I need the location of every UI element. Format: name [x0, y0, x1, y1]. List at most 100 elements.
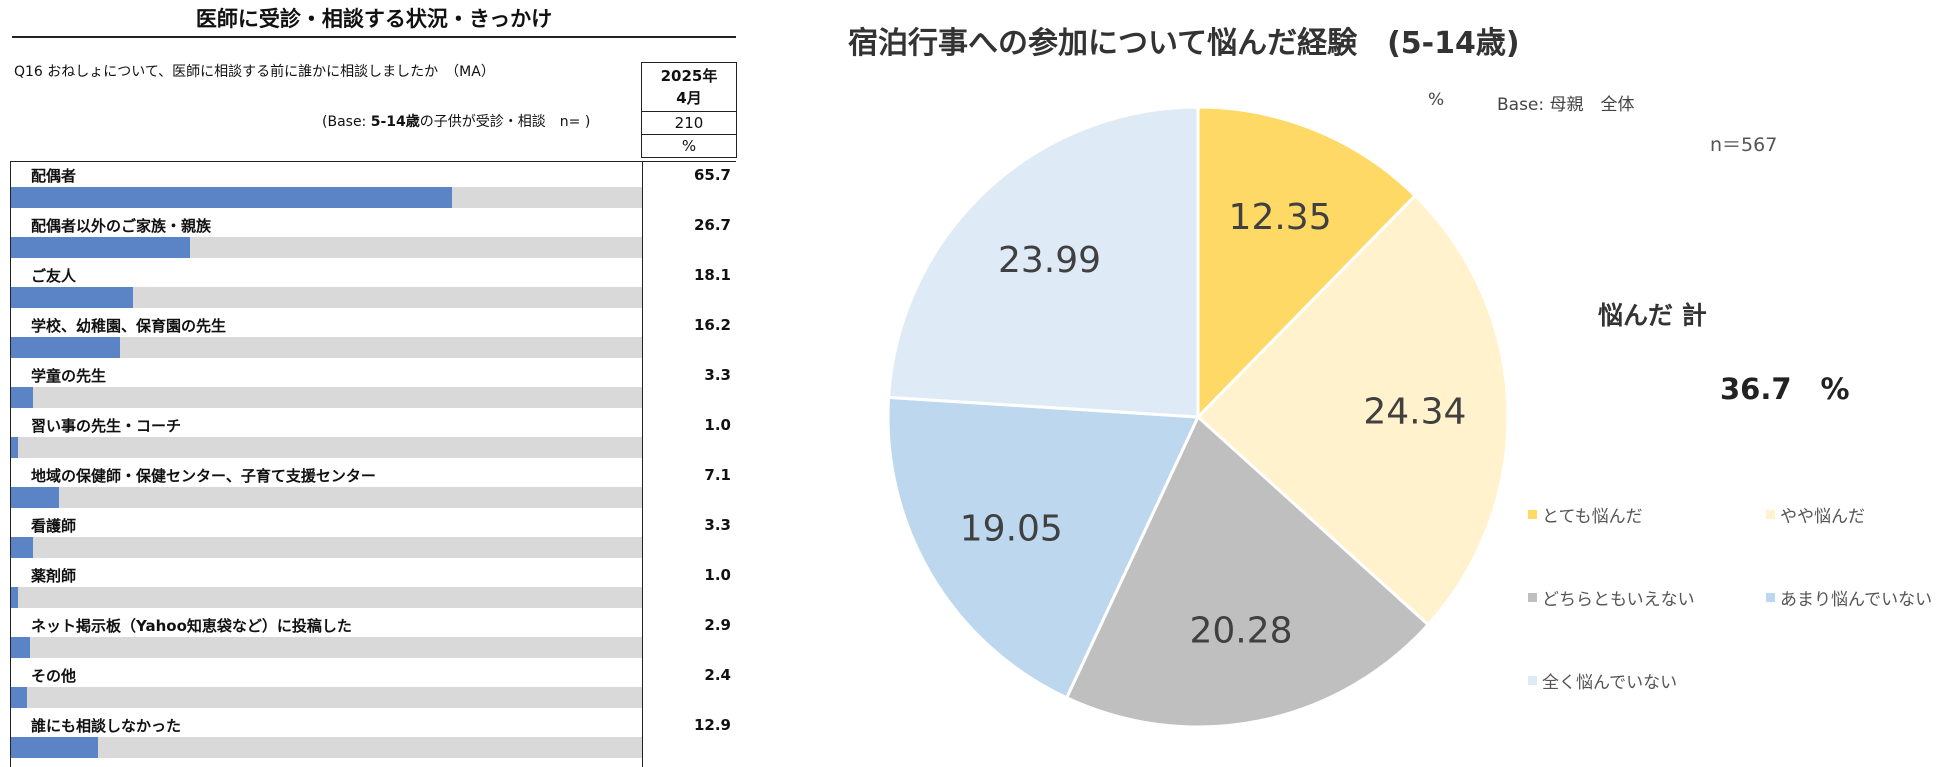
bar-track [11, 687, 642, 708]
table-row: 習い事の先生・コーチ 1.0 [11, 412, 736, 462]
value-label: 12.9 [693, 716, 731, 734]
slice-value-label: 20.28 [1189, 611, 1292, 652]
bar-track [11, 387, 642, 408]
bar-track [11, 437, 642, 458]
category-label: 習い事の先生・コーチ [31, 417, 182, 435]
bar-track [11, 587, 642, 608]
category-label: 学校、幼稚園、保育園の先生 [31, 317, 227, 335]
legend-item: あまり悩んでいない [1766, 585, 1932, 610]
table-row: その他 2.4 [11, 662, 736, 712]
summary-label: 悩んだ 計 [1598, 301, 1707, 330]
pie-chart: 12.35 24.34 20.28 19.05 23.99 [886, 105, 1510, 729]
panel-title: 医師に受診・相談する状況・きっかけ [195, 7, 553, 31]
consultation-panel: 医師に受診・相談する状況・きっかけ Q16 おねしょについて、医師に相談する前に… [0, 0, 740, 767]
bar [11, 237, 190, 258]
value-column-divider [642, 162, 643, 767]
bar [11, 437, 18, 458]
pie-slice [887, 105, 1200, 419]
value-label: 7.1 [704, 466, 731, 484]
pie-slice [1195, 193, 1510, 627]
table-row: 配偶者以外のご家族・親族 26.7 [11, 212, 736, 262]
category-label: 看護師 [31, 517, 77, 535]
bar-track [11, 237, 642, 258]
category-label: 誰にも相談しなかった [31, 717, 182, 735]
slice-value-label: 12.35 [1229, 197, 1332, 238]
category-label: 配偶者以外のご家族・親族 [31, 217, 212, 235]
value-label: 3.3 [704, 516, 731, 534]
bar [11, 187, 452, 208]
value-label: 3.3 [704, 366, 731, 384]
bar-track [11, 637, 642, 658]
bar [11, 737, 98, 758]
bar-track [11, 487, 642, 508]
column-header: 2025年 4月 210 % [641, 62, 737, 158]
category-label: 配偶者 [31, 167, 77, 185]
value-label: 2.4 [704, 666, 731, 684]
pie-slice [886, 395, 1201, 700]
value-label: 1.0 [704, 416, 731, 434]
bar [11, 387, 33, 408]
base-label: Base: 母親 全体 [1497, 95, 1635, 115]
bar [11, 337, 120, 358]
title-underline [12, 36, 736, 38]
bar-track [11, 337, 642, 358]
legend-swatch [1528, 510, 1537, 519]
table-row: 地域の保健師・保健センター、子育て支援センター 7.1 [11, 462, 736, 512]
legend-item: 全く悩んでいない [1528, 668, 1677, 693]
slice-value-label: 24.34 [1363, 391, 1466, 432]
question-text: Q16 おねしょについて、医師に相談する前に誰かに相談しましたか （MA） [14, 64, 495, 80]
value-label: 1.0 [704, 566, 731, 584]
value-label: 2.9 [704, 616, 731, 634]
bar [11, 587, 18, 608]
value-label: 26.7 [693, 216, 731, 234]
consultation-bar-chart: 配偶者 65.7 配偶者以外のご家族・親族 26.7 ご友人 18.1 学校、幼稚園、保育園… [10, 161, 736, 767]
category-label: ネット掲示板（Yahoo知恵袋など）に投稿した [31, 617, 352, 635]
bar [11, 687, 27, 708]
value-label: 18.1 [693, 266, 731, 284]
table-row: 薬剤師 1.0 [11, 562, 736, 612]
bar-track [11, 187, 642, 208]
value-label: 16.2 [693, 316, 731, 334]
category-label: 学童の先生 [31, 367, 107, 385]
bar [11, 637, 30, 658]
legend-item: やや悩んだ [1766, 502, 1865, 527]
category-label: その他 [31, 667, 77, 685]
legend-item: どちらともいえない [1528, 585, 1695, 610]
pie-panel: 宿泊行事への参加について悩んだ経験 (5-14歳) % Base: 母親 全体 … [740, 0, 1950, 766]
column-date: 2025年 4月 [642, 63, 736, 112]
column-date-month: 4月 [676, 89, 702, 107]
base-age: 5-14歳 [370, 114, 420, 130]
legend-swatch [1528, 676, 1537, 685]
table-row: 学校、幼稚園、保育園の先生 16.2 [11, 312, 736, 362]
bar-track [11, 737, 642, 758]
unit-label: % [1428, 90, 1445, 110]
table-row: 看護師 3.3 [11, 512, 736, 562]
sample-size-label: n＝567 [1710, 134, 1778, 156]
bar [11, 537, 33, 558]
chart-title: 宿泊行事への参加について悩んだ経験 (5-14歳) [848, 26, 1520, 61]
table-row: ネット掲示板（Yahoo知恵袋など）に投稿した 2.9 [11, 612, 736, 662]
table-row: ご友人 18.1 [11, 262, 736, 312]
legend-swatch [1766, 593, 1775, 602]
legend-label: あまり悩んでいない [1780, 590, 1933, 610]
bar-track [11, 287, 642, 308]
category-label: 薬剤師 [31, 567, 77, 585]
legend-label: とても悩んだ [1542, 507, 1643, 527]
legend-swatch [1528, 593, 1537, 602]
bar [11, 287, 133, 308]
legend-label: どちらともいえない [1542, 590, 1695, 610]
table-row: 誰にも相談しなかった 12.9 [11, 712, 736, 762]
slice-value-label: 19.05 [960, 509, 1063, 550]
pie-slice [1064, 414, 1431, 729]
pie-slice [1196, 105, 1418, 421]
legend-label: やや悩んだ [1780, 507, 1865, 527]
bar-track [11, 537, 642, 558]
sample-size: 210 [642, 112, 736, 135]
base-suffix: の子供が受診・相談 n= ) [419, 114, 591, 130]
legend-label: 全く悩んでいない [1542, 673, 1678, 693]
category-label: 地域の保健師・保健センター、子育て支援センター [31, 467, 376, 485]
base-note: (Base: 5-14歳の子供が受診・相談 n= ) [322, 112, 590, 132]
legend-item: とても悩んだ [1528, 502, 1643, 527]
category-label: ご友人 [31, 267, 77, 285]
base-prefix: (Base: [322, 114, 371, 130]
